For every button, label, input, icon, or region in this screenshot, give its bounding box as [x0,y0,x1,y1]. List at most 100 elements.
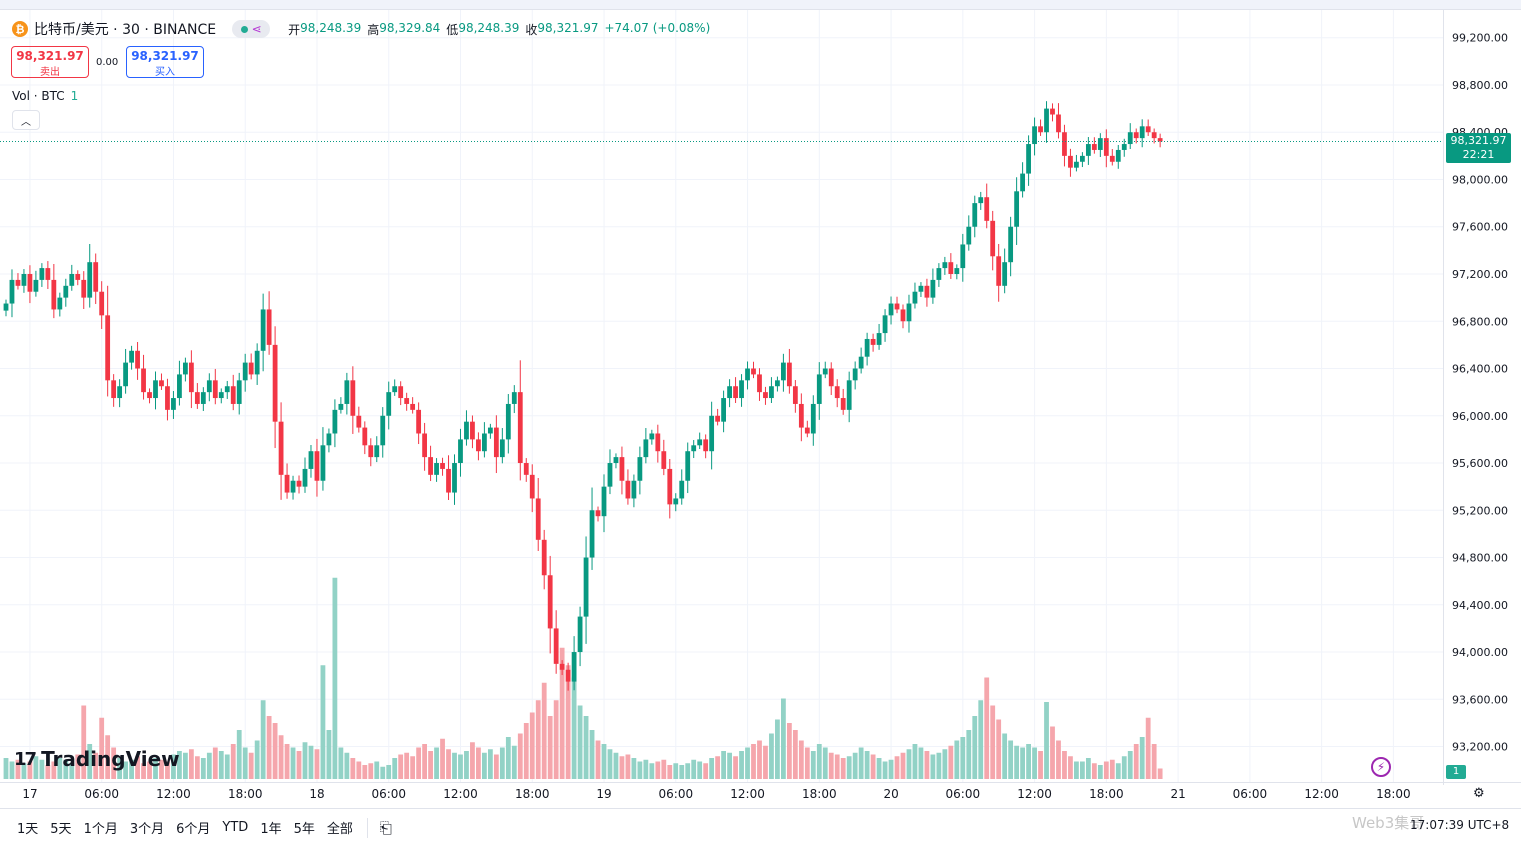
candle-body [924,285,930,298]
volume-bar [57,758,63,779]
candle-body [667,468,673,505]
volume-bar [33,756,39,779]
candle-body [798,403,804,428]
range-button[interactable]: 1个月 [83,822,118,837]
candle-body [655,433,661,452]
x-tick-label: 21 [1170,787,1186,801]
go-to-date-icon[interactable]: ⎗ [379,818,392,837]
volume-bar [398,754,404,779]
candle-body [440,463,445,469]
range-button[interactable]: 1天 [17,822,39,837]
candle-body [183,362,188,375]
volume-bar [631,758,637,779]
volume-bar [27,761,33,779]
candle-body [1139,126,1145,139]
volume-bar [69,763,75,779]
volume-bar [422,744,427,779]
flash-icon[interactable]: ⚡ [1371,757,1391,777]
collapse-legend-button[interactable]: ︿ [12,110,40,130]
candle-body [356,415,362,428]
candle-body [547,575,553,629]
symbol-header: ₿ 比特币/美元 · 30 · BINANCE ⋖ 开 98,248.39 高 … [12,19,716,39]
candle-body [99,291,105,316]
range-button[interactable]: 全部 [326,822,353,837]
volume-bar [260,700,266,779]
volume-bar [984,677,990,779]
volume-bar [786,723,792,779]
candle-body [852,368,858,381]
volume-bar [326,730,332,779]
volume-bar [416,747,422,779]
volume-bar [535,700,541,779]
y-tick-label: 95,600.00 [1452,457,1508,470]
candle-body [906,303,912,322]
volume-bar [751,744,756,779]
volume-bar [781,698,786,779]
candle-body [332,409,338,434]
volume-bar [99,717,105,779]
candle-body [242,362,248,381]
candle-body [1121,144,1127,150]
gear-icon[interactable]: ⚙ [1473,786,1485,801]
spread-value: 0.00 [96,57,119,68]
x-tick-label: 18:00 [1376,787,1411,801]
volume-bar [194,756,200,779]
volume-bar [966,730,972,779]
range-button[interactable]: YTD [222,820,249,835]
candle-body [69,274,75,286]
candle-body [1002,262,1008,286]
candle-body [966,226,972,245]
symbol-title[interactable]: 比特币/美元 · 30 · BINANCE [34,22,217,38]
volume-bar [171,754,176,779]
candle-body [93,262,99,292]
x-tick-label: 06:00 [1232,787,1268,801]
volume-bar [834,754,840,779]
range-button[interactable]: 1年 [260,822,282,837]
range-button[interactable]: 3个月 [129,822,165,837]
buy-button[interactable]: 98,321.97 买入 [126,46,204,78]
volume-bar [810,751,816,779]
bitcoin-icon: ₿ [12,21,28,37]
candle-body [643,439,649,458]
volume-bar [804,747,810,779]
candle-body [535,498,541,540]
range-button[interactable]: 5天 [50,822,72,837]
volume-bar [936,752,942,779]
volume-bar [129,759,134,779]
x-tick-label: 12:00 [1304,787,1339,801]
candle-body [625,480,631,499]
bar-countdown: 22:21 [1462,148,1495,162]
volume-bar [1068,756,1073,779]
volume-bar [655,761,661,779]
x-tick-label: 18:00 [802,787,837,801]
candle-body [171,398,176,410]
candle-body [679,480,685,499]
volume-bar [482,752,487,779]
candle-body [153,380,158,399]
clock[interactable]: 17:07:39 UTC+8 [1410,818,1510,832]
x-tick-label: 06:00 [371,787,407,801]
volume-bar [679,765,685,779]
candle-body [368,445,374,458]
candle-body [1044,108,1049,133]
volume-bar [218,751,224,779]
range-button[interactable]: 6个月 [176,822,211,837]
market-status-pill[interactable]: ⋖ [232,20,271,38]
candle-body [302,468,308,487]
sell-button[interactable]: 98,321.97 卖出 [11,46,89,78]
candle-body [948,262,954,274]
volume-bar [625,754,631,779]
volume-bar [499,747,505,779]
time-axis[interactable]: 17 06:00 12:00 18:00 18 06:00 12:00 18:00 19 06:0… [0,783,1521,805]
volume-bar [1020,747,1025,779]
tradingview-logo[interactable]: 17 TradingView [14,747,180,771]
volume-bar [798,740,804,779]
price-chart[interactable]: 93,200.00 93,600.00 94,000.00 94,400.00 94,8… [0,10,1521,785]
candle-body [918,285,924,292]
volume-indicator-legend[interactable]: Vol · BTC 1 [12,89,78,103]
volume-bar [21,763,27,779]
range-button[interactable]: 5年 [293,822,315,837]
y-tick-label: 96,800.00 [1452,315,1508,328]
volume-bar [314,749,320,779]
volume-bar [649,763,655,779]
